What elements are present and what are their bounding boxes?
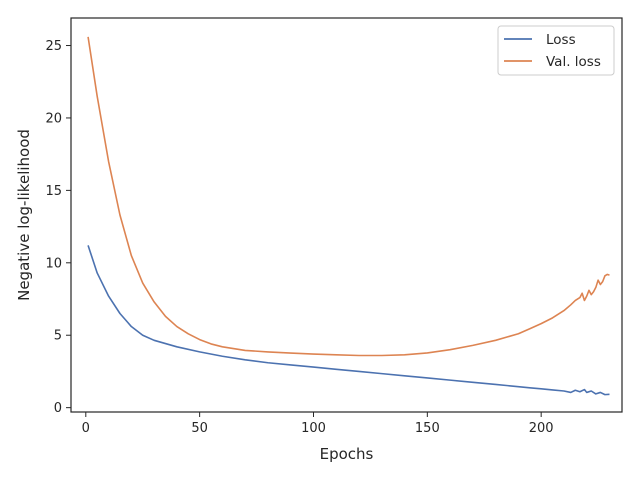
series-line-1 bbox=[87, 36, 610, 357]
y-tick-label: 20 bbox=[45, 111, 62, 126]
plot-frame bbox=[70, 17, 623, 413]
x-tick-label: 50 bbox=[191, 421, 208, 436]
y-tick-label: 0 bbox=[54, 401, 62, 416]
x-tick-label: 100 bbox=[301, 421, 326, 436]
x-tick-label: 200 bbox=[529, 421, 554, 436]
y-tick-label: 25 bbox=[45, 39, 62, 54]
legend-label-1: Val. loss bbox=[546, 54, 601, 70]
y-tick-label: 5 bbox=[54, 329, 62, 344]
y-tick-label: 15 bbox=[45, 184, 62, 199]
series-line-0 bbox=[87, 245, 610, 396]
x-tick-label: 0 bbox=[82, 421, 90, 436]
plot-area bbox=[87, 36, 610, 396]
legend: Loss Val. loss bbox=[497, 25, 615, 76]
x-axis: 0 50 100 150 200 bbox=[82, 412, 554, 436]
x-tick-label: 150 bbox=[415, 421, 440, 436]
x-axis-label: Epochs bbox=[320, 445, 374, 463]
y-axis: 0 5 10 15 20 25 bbox=[45, 39, 71, 416]
y-axis-label: Negative log-likelihood bbox=[15, 129, 33, 301]
legend-label-0: Loss bbox=[546, 32, 576, 48]
y-tick-label: 10 bbox=[45, 256, 62, 271]
